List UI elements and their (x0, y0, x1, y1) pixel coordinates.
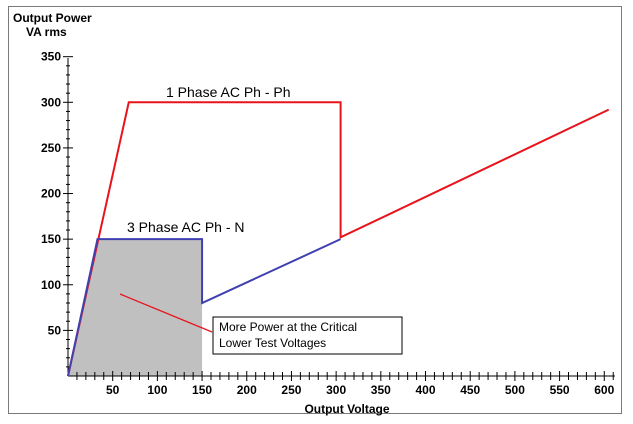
x-tick-label: 350 (371, 383, 391, 397)
x-tick-label: 400 (416, 383, 436, 397)
callout-pointer (119, 293, 213, 333)
callout-box (212, 316, 403, 355)
x-tick-label: 250 (281, 383, 301, 397)
x-axis-title: Output Voltage (304, 402, 389, 416)
y-tick-label: 250 (41, 141, 61, 155)
series-label-1-phase: 1 Phase AC Ph - Ph (166, 84, 291, 100)
callout-text-line2: Lower Test Voltages (219, 336, 326, 350)
x-tick-label: 450 (460, 383, 480, 397)
y-axis-title-line2: VA rms (26, 25, 67, 39)
y-tick-label: 50 (48, 323, 62, 337)
series-line-3-phase (67, 238, 342, 377)
x-tick-label: 500 (505, 383, 525, 397)
y-tick-label: 300 (41, 95, 61, 109)
x-tick-label: 300 (326, 383, 346, 397)
x-tick-label: 600 (594, 383, 614, 397)
x-tick-label: 200 (237, 383, 257, 397)
callout-text-line1: More Power at the Critical (219, 320, 357, 334)
shaded-region (68, 239, 203, 376)
x-tick-label: 50 (106, 383, 120, 397)
series-line-1-phase (67, 101, 610, 377)
series-label-3-phase: 3 Phase AC Ph - N (127, 219, 245, 235)
y-tick-label: 100 (41, 278, 61, 292)
y-tick-label: 150 (41, 232, 61, 246)
x-tick-label: 550 (550, 383, 570, 397)
x-tick-label: 100 (147, 383, 167, 397)
y-tick-label: 350 (41, 50, 61, 64)
y-tick-label: 200 (41, 187, 61, 201)
y-axis-title-line1: Output Power (13, 11, 92, 25)
x-tick-label: 150 (192, 383, 212, 397)
